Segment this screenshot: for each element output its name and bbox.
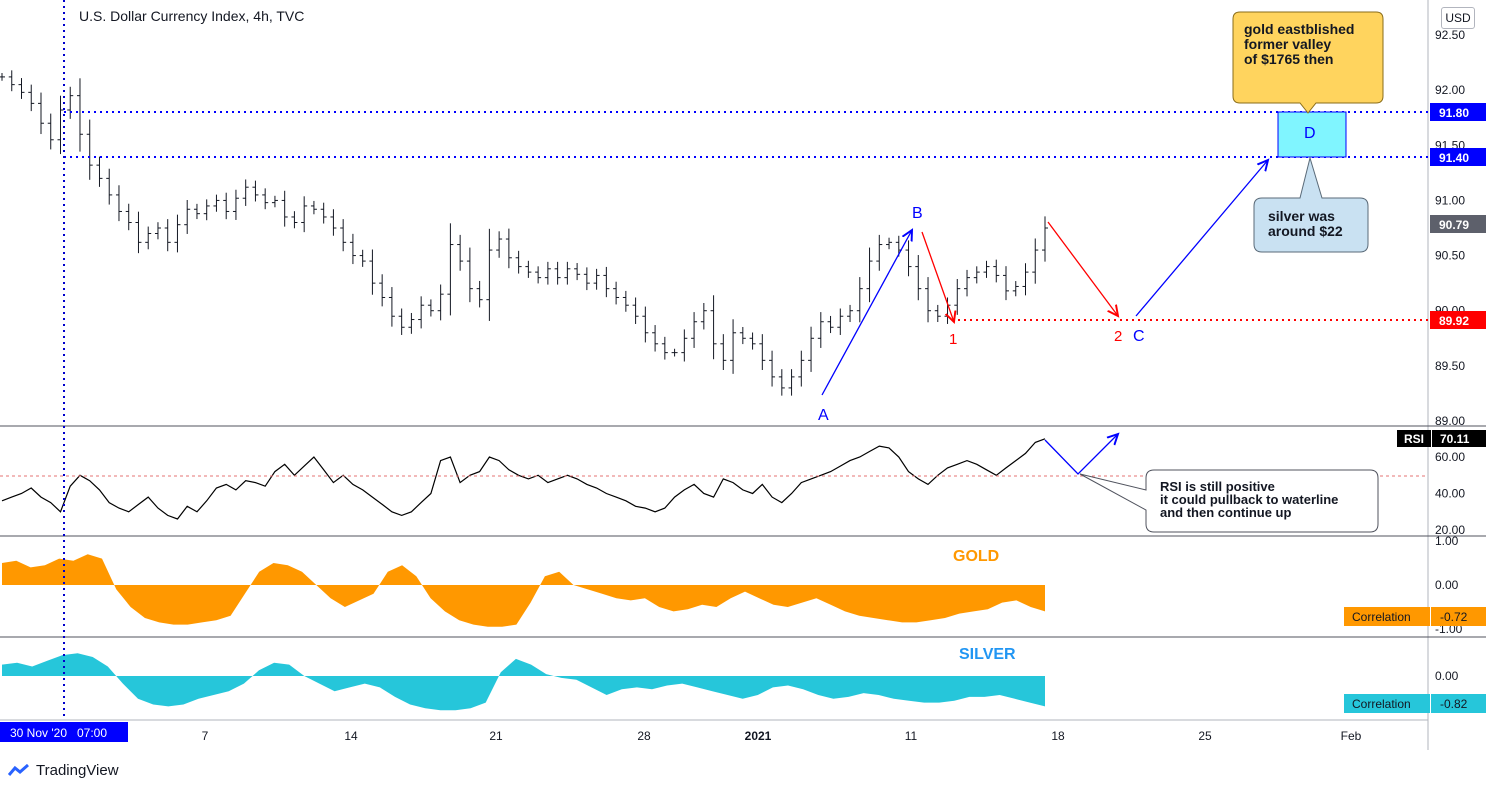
wave-label-d: D (1304, 125, 1316, 142)
gold-corr-legend: Correlation (1352, 610, 1411, 624)
silver-callout-line-1: silver was (1268, 208, 1335, 224)
gold-correlation-area (2, 554, 1045, 627)
price-tag-91-80-bg (1430, 103, 1486, 121)
time-tick-label: 28 (637, 729, 651, 743)
last-price-tag: 90.79 (1439, 218, 1469, 232)
wave-label-a: A (818, 407, 829, 424)
tradingview-brand[interactable]: TradingView (7, 762, 119, 779)
price-tick-label: 92.50 (1435, 28, 1465, 42)
gold-tick-label: 0.00 (1435, 578, 1459, 592)
silver-corr-legend-bg (1344, 694, 1430, 713)
price-tag-89-92-bg (1430, 311, 1486, 329)
currency-button[interactable]: USD (1441, 7, 1475, 29)
gold-corr-legend-bg (1344, 607, 1430, 626)
time-tick-label: 7 (202, 729, 209, 743)
price-tick-label: 91.00 (1435, 193, 1465, 207)
wave-label-b: B (912, 205, 923, 222)
time-tick-label: 18 (1051, 729, 1065, 743)
price-tag-91-80: 91.80 (1439, 106, 1469, 120)
silver-corr-value: -0.82 (1440, 697, 1468, 711)
price-tick-label: 92.00 (1435, 83, 1465, 97)
gold-callout-line-1: gold eastblished (1244, 21, 1354, 37)
target-box-d (1277, 111, 1347, 158)
time-tick-label: 25 (1198, 729, 1212, 743)
crosshair-date-tag-bg (0, 722, 128, 742)
gold-tick-label: 1.00 (1435, 534, 1459, 548)
rsi-value-tag-bg (1432, 430, 1486, 447)
rsi-forecast-arrow (1044, 434, 1118, 475)
price-tick-label: 90.50 (1435, 249, 1465, 263)
rsi-pane: 60.00 40.00 20.00 (1, 438, 1465, 537)
price-tag-91-40-bg (1430, 148, 1486, 166)
silver-correlation-pane: 0.00 (2, 653, 1459, 711)
rsi-callout-line-2: it could pullback to waterline (1160, 492, 1338, 507)
time-axis-ticks: 7 14 21 28 2021 11 18 25 Feb (202, 729, 1362, 743)
rsi-callout-bubble (1079, 469, 1379, 533)
rsi-tick-label: 60.00 (1435, 450, 1465, 464)
silver-label: SILVER (959, 646, 1016, 663)
time-tick-label: 21 (489, 729, 503, 743)
gold-callout-line-2: former valley (1244, 36, 1331, 52)
tradingview-name: TradingView (36, 762, 119, 779)
wave-arrow-b-1 (921, 231, 954, 322)
gold-corr-value: -0.72 (1440, 610, 1468, 624)
time-tick-label: 11 (905, 729, 918, 743)
rsi-callout-line-1: RSI is still positive (1160, 479, 1275, 494)
last-price-tag-bg (1430, 215, 1486, 233)
rsi-line (1, 438, 1046, 520)
silver-callout-line-2: around $22 (1268, 223, 1343, 239)
chart-title: U.S. Dollar Currency Index, 4h, TVC (79, 8, 304, 24)
gold-label: GOLD (953, 548, 999, 565)
wave-label-1: 1 (949, 331, 957, 348)
rsi-tick-label: 20.00 (1435, 523, 1465, 537)
price-bars (0, 70, 1048, 396)
wave-label-c: C (1133, 328, 1145, 345)
crosshair-date-tag: 30 Nov '20 07:00 (10, 726, 107, 740)
wave-label-2: 2 (1114, 328, 1122, 345)
rsi-callout-line-3: and then continue up (1160, 505, 1291, 520)
price-tick-label: 89.50 (1435, 359, 1465, 373)
rsi-value-tag: 70.11 (1440, 432, 1470, 446)
silver-tick-label: 0.00 (1435, 669, 1459, 683)
rsi-legend: RSI (1404, 432, 1424, 446)
wave-arrow-a-b (821, 230, 912, 396)
tradingview-logo-icon (7, 763, 30, 778)
silver-corr-value-bg (1431, 694, 1486, 713)
gold-corr-value-bg (1431, 607, 1486, 626)
price-tag-91-40: 91.40 (1439, 151, 1469, 165)
time-tick-label: Feb (1341, 729, 1362, 743)
gold-callout-bubble (1232, 11, 1384, 114)
time-tick-label: 14 (344, 729, 358, 743)
wave-arrow-to-2 (1047, 221, 1118, 316)
wave-arrow-c-d (1135, 160, 1268, 317)
gold-correlation-pane: 1.000.00-1.00 (2, 534, 1463, 636)
gold-callout-line-3: of $1765 then (1244, 51, 1333, 67)
silver-correlation-area (2, 653, 1045, 711)
rsi-tick-label: 40.00 (1435, 487, 1465, 501)
time-tick-label: 2021 (745, 729, 772, 743)
silver-callout-bubble (1253, 156, 1369, 253)
rsi-legend-bg (1397, 430, 1431, 447)
price-tick-label: 89.00 (1435, 414, 1465, 428)
price-tag-89-92: 89.92 (1439, 314, 1469, 328)
silver-corr-legend: Correlation (1352, 697, 1411, 711)
